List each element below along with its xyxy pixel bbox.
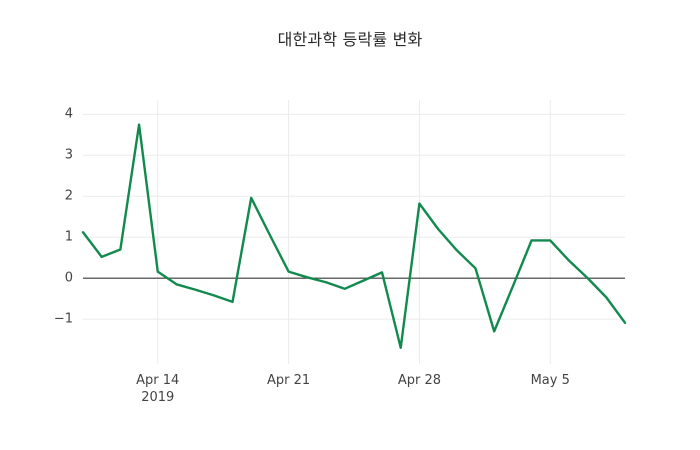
x-gridlines-group <box>157 100 551 364</box>
x-axis-tick-label: Apr 14 2019 <box>136 373 180 405</box>
y-axis-tick-label: 4 <box>64 106 73 122</box>
y-axis-tick-label: −1 <box>53 311 73 327</box>
y-axis-tick-label: 1 <box>64 229 73 245</box>
y-axis-tick-label: 0 <box>64 270 73 286</box>
y-axis-tick-label: 3 <box>64 147 73 163</box>
x-axis-tick-label: Apr 28 <box>397 373 441 388</box>
chart-title: 대한과학 등락률 변화 <box>277 30 423 49</box>
gridlines-group <box>83 113 625 320</box>
x-axis-tick-label: May 5 <box>530 373 570 388</box>
y-axis-tick-label: 2 <box>64 188 73 204</box>
x-axis-tick-label: Apr 21 <box>266 373 311 388</box>
data-series-line <box>81 123 627 349</box>
